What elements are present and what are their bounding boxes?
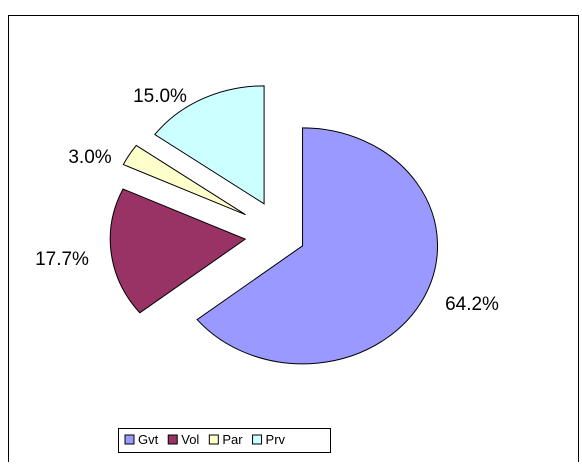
data-label: 64.2% (445, 294, 499, 315)
legend-swatch (124, 434, 135, 445)
pie-slice (109, 188, 247, 314)
legend-swatch (167, 434, 178, 445)
chart-frame (8, 15, 579, 467)
legend-label: Par (222, 432, 243, 447)
data-label: 17.7% (35, 249, 89, 270)
pie-slice (122, 144, 246, 216)
legend-label: Prv (266, 432, 286, 447)
legend: Gvt Vol Par Prv (118, 428, 331, 453)
pie-slice (196, 127, 439, 365)
legend-label: Gvt (138, 432, 159, 447)
legend-label: Vol (181, 432, 199, 447)
legend-swatch (252, 434, 263, 445)
data-label: 3.0% (68, 147, 111, 168)
legend-swatch (208, 434, 219, 445)
pie-slice (154, 85, 265, 205)
data-label: 15.0% (133, 86, 187, 107)
legend-box (118, 428, 331, 453)
